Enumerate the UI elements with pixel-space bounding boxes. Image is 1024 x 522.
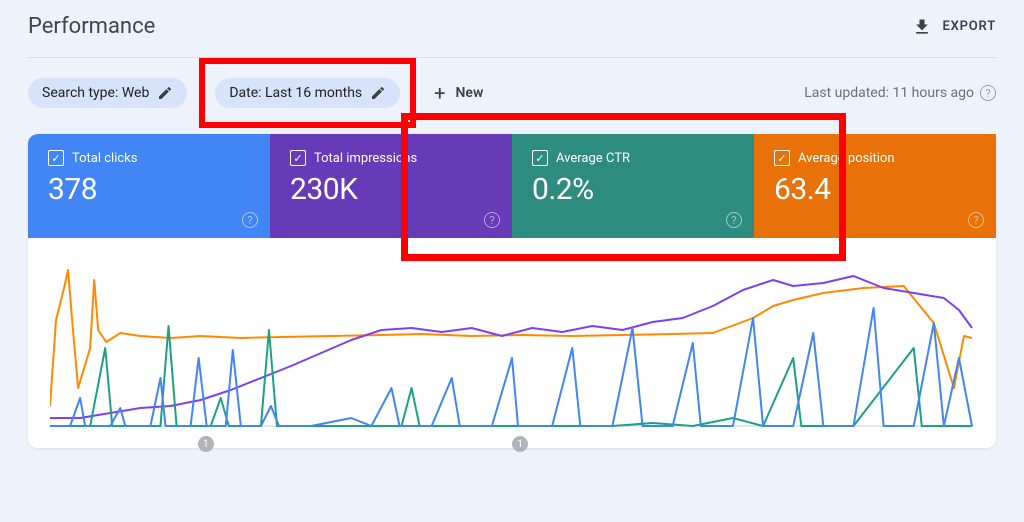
- metric-help[interactable]: ?: [484, 209, 500, 229]
- metric-value: 378: [48, 172, 250, 207]
- highlight-date: Date: Last 16 months: [199, 58, 416, 128]
- metric-label-text: Total impressions: [314, 151, 417, 166]
- checkbox-icon: [774, 150, 790, 166]
- metric-help[interactable]: ?: [242, 209, 258, 229]
- chip-label: Date: Last 16 months: [229, 85, 362, 101]
- checkbox-icon: [48, 150, 64, 166]
- plus-icon: +: [434, 83, 445, 103]
- pencil-icon: [157, 85, 173, 101]
- metric-impressions[interactable]: Total impressions 230K ?: [270, 134, 512, 238]
- chip-label: Search type: Web: [42, 85, 149, 101]
- metric-label: Total clicks: [48, 150, 250, 166]
- checkbox-icon: [532, 150, 548, 166]
- metric-help[interactable]: ?: [968, 209, 984, 229]
- filter-chip-search-type[interactable]: Search type: Web: [28, 78, 187, 108]
- metric-value: 63.4: [774, 172, 976, 207]
- add-filter-button[interactable]: + New: [434, 83, 483, 103]
- last-updated-text: Last updated: 11 hours ago: [804, 85, 974, 101]
- filter-row: Search type: Web Date: Last 16 months + …: [0, 58, 1024, 134]
- export-button[interactable]: EXPORT: [912, 17, 996, 37]
- performance-chart: [50, 258, 974, 438]
- page-title: Performance: [28, 14, 155, 39]
- top-bar: Performance EXPORT: [0, 0, 1024, 57]
- filter-chip-date[interactable]: Date: Last 16 months: [215, 78, 400, 108]
- metric-label-text: Total clicks: [72, 151, 137, 166]
- chart-area: 11: [28, 238, 996, 448]
- download-icon: [912, 17, 932, 37]
- metric-clicks[interactable]: Total clicks 378 ?: [28, 134, 270, 238]
- chart-marker[interactable]: 1: [512, 436, 528, 452]
- performance-card: Total clicks 378 ? Total impressions 230…: [28, 134, 996, 448]
- metric-label-text: Average position: [798, 151, 895, 166]
- help-icon[interactable]: ?: [980, 85, 996, 101]
- export-label: EXPORT: [942, 19, 996, 34]
- metric-label: Average CTR: [532, 150, 734, 166]
- metric-value: 230K: [290, 172, 492, 207]
- chart-markers: 11: [50, 438, 974, 458]
- metric-label: Total impressions: [290, 150, 492, 166]
- new-label: New: [456, 85, 484, 101]
- metrics-row: Total clicks 378 ? Total impressions 230…: [28, 134, 996, 238]
- metric-label-text: Average CTR: [556, 151, 630, 166]
- metric-position[interactable]: Average position 63.4 ?: [754, 134, 996, 238]
- chart-marker[interactable]: 1: [198, 436, 214, 452]
- pencil-icon: [370, 85, 386, 101]
- metric-label: Average position: [774, 150, 976, 166]
- metric-value: 0.2%: [532, 172, 734, 207]
- checkbox-icon: [290, 150, 306, 166]
- metric-ctr[interactable]: Average CTR 0.2% ?: [512, 134, 754, 238]
- last-updated: Last updated: 11 hours ago ?: [804, 85, 996, 101]
- metric-help[interactable]: ?: [726, 209, 742, 229]
